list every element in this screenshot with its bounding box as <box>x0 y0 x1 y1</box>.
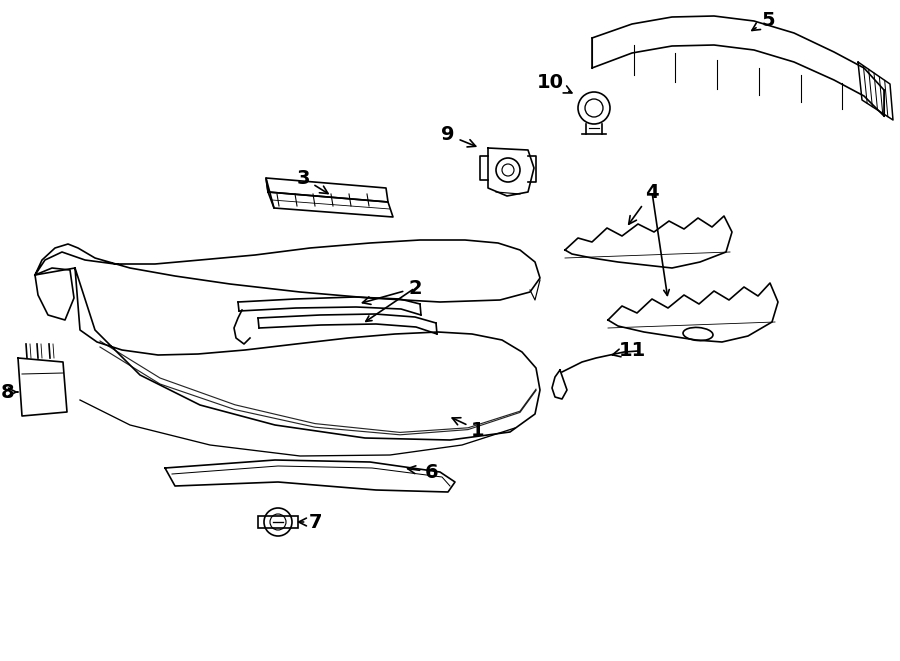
Text: 11: 11 <box>612 340 645 360</box>
Text: 10: 10 <box>536 73 572 93</box>
Text: 3: 3 <box>296 169 328 194</box>
Text: 4: 4 <box>629 182 659 224</box>
Text: 8: 8 <box>1 383 18 401</box>
Text: 7: 7 <box>299 512 323 531</box>
Text: 9: 9 <box>441 126 476 147</box>
Text: 2: 2 <box>363 278 422 304</box>
Text: 5: 5 <box>752 11 775 30</box>
Text: 1: 1 <box>452 418 485 440</box>
Text: 6: 6 <box>408 463 439 481</box>
